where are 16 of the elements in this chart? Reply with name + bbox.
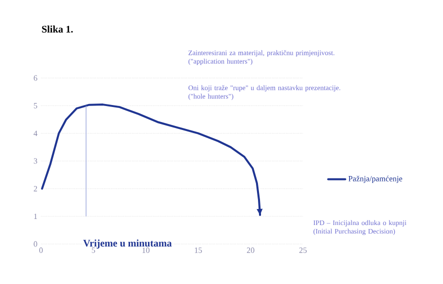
- y-tick-label: 0: [34, 241, 38, 247]
- chart-title: Slika 1.: [42, 26, 73, 33]
- y-tick-label: 2: [34, 186, 38, 192]
- y-tick-label: 6: [34, 75, 38, 81]
- x-tick-label: 5: [92, 248, 96, 253]
- x-tick-label: 20: [246, 248, 254, 253]
- legend-label: Pažnja/pamćenje: [348, 176, 402, 184]
- y-tick-label: 3: [34, 158, 38, 164]
- y-tick-label: 5: [34, 103, 38, 108]
- x-axis-title: Vrijeme u minutama: [83, 240, 172, 249]
- x-tick-label: 15: [194, 248, 202, 253]
- y-tick-label: 1: [34, 214, 37, 219]
- y-tick-label: 4: [34, 130, 38, 136]
- x-tick-label: 25: [299, 248, 307, 253]
- x-tick-label: 0: [39, 248, 43, 253]
- x-tick-label: 10: [142, 248, 150, 253]
